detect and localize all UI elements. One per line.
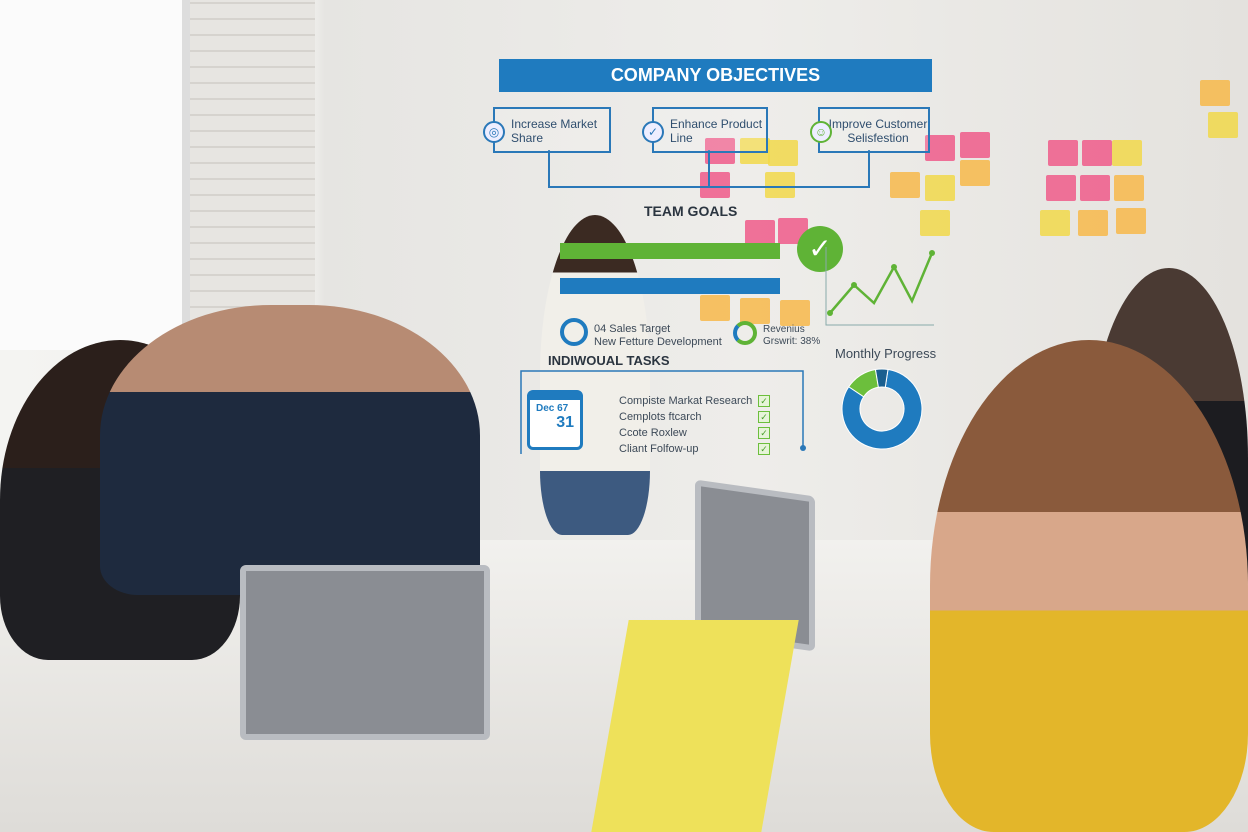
goal-ring-icon — [560, 318, 588, 346]
checkbox-icon: ✓ — [758, 395, 770, 407]
company-objectives-banner: COMPANY OBJECTIVES — [499, 59, 932, 92]
target-icon: ◎ — [483, 121, 505, 143]
objective-3: Improve Customer Selisfestion — [818, 107, 930, 153]
task-item: Ccote Roxlew — [619, 427, 687, 439]
checkbox-icon: ✓ — [758, 427, 770, 439]
smile-icon: ☺ — [810, 121, 832, 143]
checkbox-icon: ✓ — [758, 411, 770, 423]
growth-label: Grswrit: 38% — [763, 336, 821, 347]
objective-label: Increase Market Share — [511, 117, 598, 145]
window — [0, 0, 190, 350]
revenue-label: Revenius — [763, 324, 805, 335]
task-item: Cemplots ftcarch — [619, 411, 702, 423]
goal-bar-green — [560, 243, 780, 259]
laptop-front — [240, 565, 490, 740]
tasks-frame — [520, 370, 806, 454]
person-bearded-man — [100, 305, 480, 595]
goal-1: 04 Sales Target — [594, 323, 671, 335]
task-item: Cliant Folfow-up — [619, 443, 699, 455]
objective-2: Enhance Product Line — [652, 107, 768, 153]
goal-bar-blue — [560, 278, 780, 294]
task-list: Compiste Markat Research Cemplots ftcarc… — [619, 393, 752, 457]
check-circle-icon: ✓ — [642, 121, 664, 143]
team-goals-title: TEAM GOALS — [644, 203, 738, 219]
connector-lines — [548, 150, 870, 188]
calendar-day: 31 — [556, 414, 574, 431]
calendar-month: Dec 67 — [536, 403, 569, 414]
goal-2: New Fetture Development — [594, 336, 722, 348]
checkbox-icon: ✓ — [758, 443, 770, 455]
individual-tasks-title: INDIWOUAL TASKS — [548, 353, 670, 368]
revenue-ring-icon — [733, 321, 757, 345]
calendar-icon: Dec 67 31 — [527, 390, 583, 450]
task-item: Compiste Markat Research — [619, 395, 753, 407]
donut-segment — [841, 368, 923, 450]
person-plaid-woman — [930, 340, 1248, 832]
donut-segment — [874, 368, 889, 388]
monthly-progress-donut — [841, 368, 923, 450]
objective-label: Enhance Product Line — [670, 117, 763, 145]
growth-line-chart — [825, 247, 935, 326]
objective-label: Improve Customer Selisfestion — [828, 117, 928, 145]
presenter — [540, 215, 650, 535]
objective-1: Increase Market Share — [493, 107, 611, 153]
monthly-progress-title: Monthly Progress — [835, 346, 937, 361]
